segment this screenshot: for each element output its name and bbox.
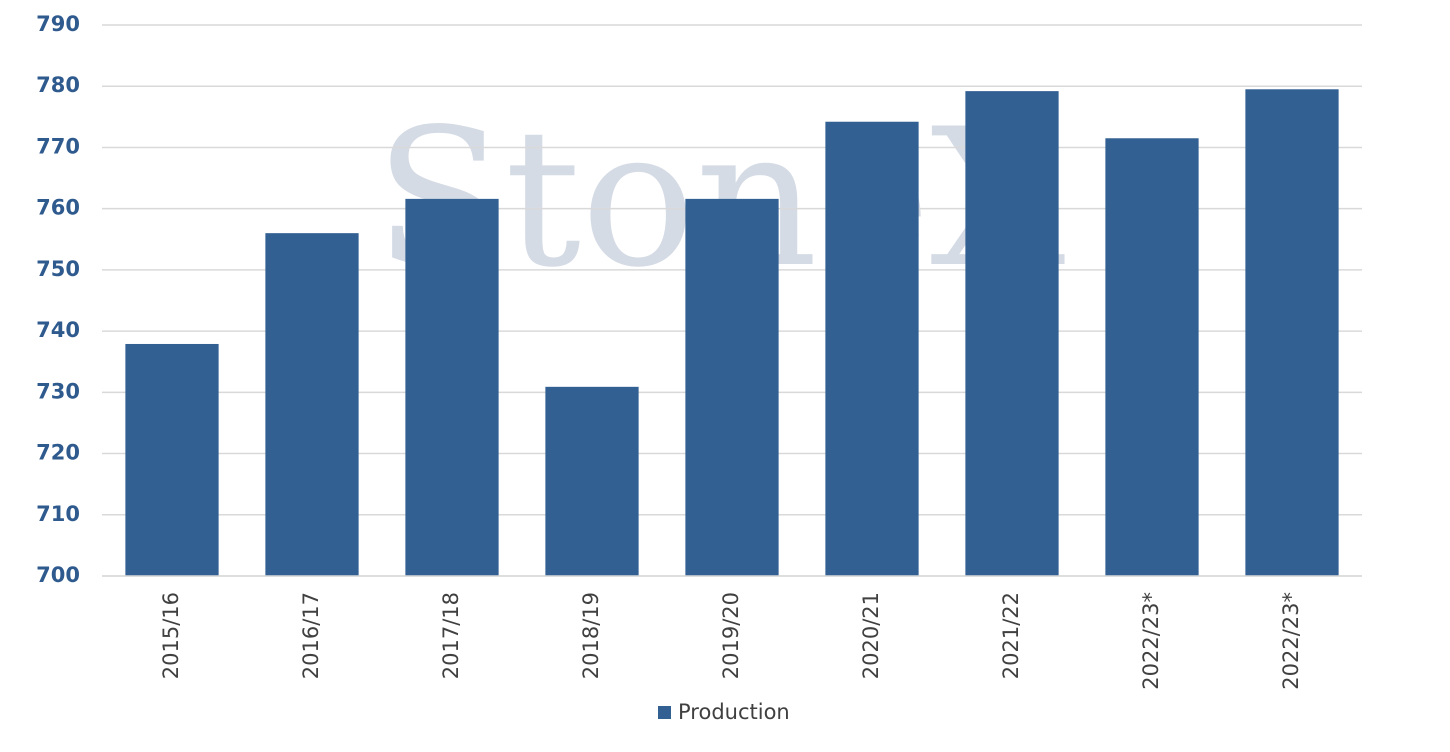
x-tick-label: 2015/16 [159, 592, 183, 679]
bar [965, 91, 1059, 577]
bar [125, 343, 219, 576]
bar [545, 386, 639, 576]
y-tick-label: 730 [36, 379, 80, 403]
y-tick-label: 720 [36, 441, 80, 465]
y-tick-label: 740 [36, 318, 80, 342]
y-tick-label: 750 [36, 257, 80, 281]
bar [825, 121, 919, 576]
x-tick-label: 2017/18 [439, 592, 463, 679]
x-tick-label: 2022/23* [1279, 592, 1303, 690]
y-tick-label: 760 [36, 196, 80, 220]
x-tick-label: 2018/19 [579, 592, 603, 679]
y-tick-label: 710 [36, 502, 80, 526]
x-tick-label: 2019/20 [719, 592, 743, 679]
legend-swatch [658, 706, 671, 719]
x-tick-label: 2022/23* [1139, 592, 1163, 690]
bar [1105, 138, 1199, 576]
bar [1245, 89, 1339, 577]
legend-label: Production [678, 700, 790, 724]
bar [265, 233, 359, 576]
x-tick-label: 2020/21 [859, 592, 883, 679]
y-tick-label: 770 [36, 134, 80, 158]
bar [685, 198, 779, 577]
x-tick-label: 2021/22 [999, 592, 1023, 679]
y-tick-label: 700 [36, 563, 80, 587]
y-tick-label: 780 [36, 73, 80, 97]
x-tick-label: 2016/17 [299, 592, 323, 679]
y-tick-label: 790 [36, 12, 80, 36]
bar [405, 198, 499, 577]
